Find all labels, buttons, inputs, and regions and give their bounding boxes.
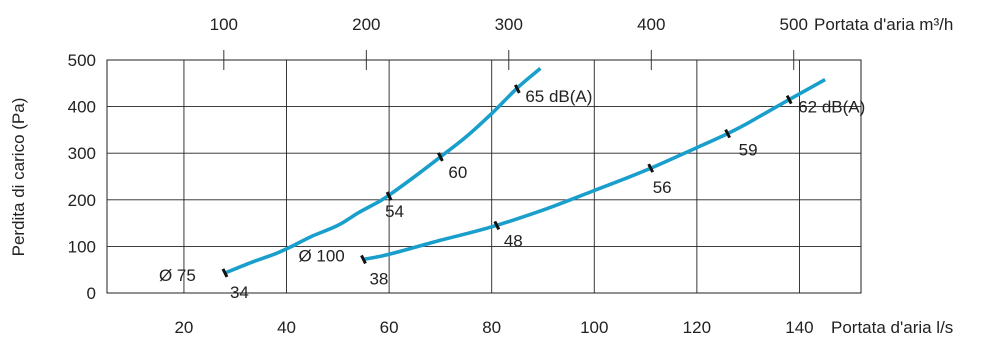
y-tick-label: 200 xyxy=(68,191,96,210)
db-marker xyxy=(360,254,367,265)
db-label: 65 dB(A) xyxy=(525,87,592,106)
series-markers xyxy=(221,84,793,278)
series-line-2 xyxy=(363,78,826,262)
db-marker xyxy=(385,191,393,201)
db-label: 34 xyxy=(230,283,249,302)
x2-axis-title: Portata d'aria m³/h xyxy=(814,15,953,34)
x-tick-label: 140 xyxy=(785,318,813,337)
x-tick-label: 40 xyxy=(277,318,296,337)
y-tick-label: 0 xyxy=(87,284,96,303)
y-axis-title: Perdita di carico (Pa) xyxy=(9,98,28,257)
db-marker xyxy=(785,94,793,105)
db-label: 62 dB(A) xyxy=(798,98,865,117)
annotation-labels: Ø 75 34 54 60 65 dB(A) Ø 100 38 48 56 59 62 dB(A) xyxy=(159,87,865,302)
db-marker xyxy=(437,152,444,162)
x-tick-label: 80 xyxy=(482,318,501,337)
db-label: 38 xyxy=(369,269,388,288)
db-marker xyxy=(513,84,521,94)
x2-axis-ticks: 100 200 300 400 500 xyxy=(210,15,808,70)
series-name-label: Ø 100 xyxy=(298,246,344,265)
y-tick-label: 300 xyxy=(68,144,96,163)
y-tick-label: 400 xyxy=(68,98,96,117)
x2-tick-label: 400 xyxy=(637,15,665,34)
x-tick-label: 60 xyxy=(380,318,399,337)
y-tick-label: 100 xyxy=(68,237,96,256)
db-label: 59 xyxy=(739,141,758,160)
db-marker xyxy=(221,268,229,278)
y-tick-label: 500 xyxy=(68,51,96,70)
x-tick-label: 20 xyxy=(174,318,193,337)
x2-tick-label: 200 xyxy=(352,15,380,34)
y-axis-ticks: 0 100 200 300 400 500 xyxy=(68,51,96,303)
db-marker xyxy=(724,128,731,139)
series-name-label: Ø 75 xyxy=(159,266,196,285)
db-marker xyxy=(647,163,655,173)
x-axis-ticks: 20 40 60 80 100 120 140 xyxy=(174,318,813,337)
series-line-1 xyxy=(224,67,542,275)
db-label: 54 xyxy=(385,202,404,221)
db-label: 56 xyxy=(653,178,672,197)
db-label: 60 xyxy=(448,163,467,182)
x-tick-label: 120 xyxy=(683,318,711,337)
x2-tick-label: 100 xyxy=(210,15,238,34)
x-tick-label: 100 xyxy=(580,318,608,337)
grid xyxy=(107,59,861,294)
db-marker xyxy=(493,220,501,231)
x-axis-title: Portata d'aria l/s xyxy=(831,318,953,337)
x2-tick-label: 500 xyxy=(780,15,808,34)
x2-tick-label: 300 xyxy=(495,15,523,34)
plot-frame xyxy=(106,59,862,294)
db-label: 48 xyxy=(504,231,523,250)
series-lines xyxy=(224,67,826,275)
